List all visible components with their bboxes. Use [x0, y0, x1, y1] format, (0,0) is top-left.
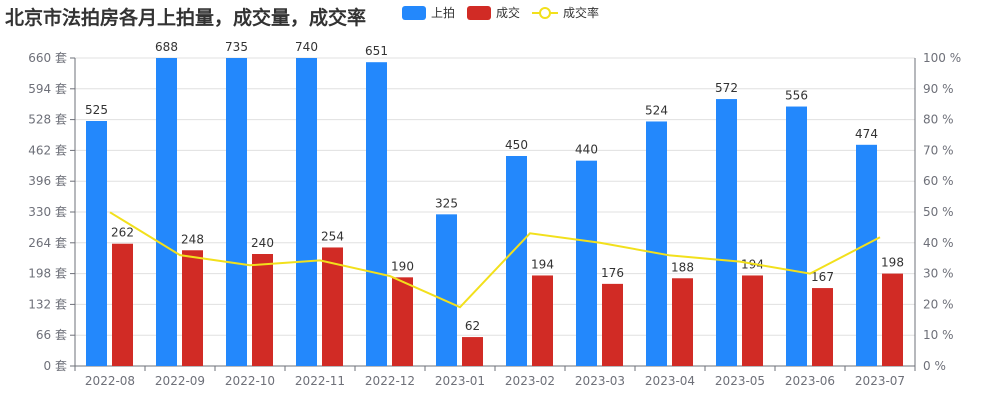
x-tick-label: 2023-07 [855, 374, 905, 388]
bar-data-label: 735 [225, 40, 248, 54]
bar-data-label: 176 [601, 266, 624, 280]
x-tick-label: 2023-05 [715, 374, 765, 388]
x-tick-label: 2023-02 [505, 374, 555, 388]
bar-data-label: 740 [295, 40, 318, 54]
bar-sold [812, 288, 833, 366]
bar-sold [112, 243, 133, 366]
bar-listed [786, 106, 807, 366]
bar-data-label: 440 [575, 143, 598, 157]
bar-sold [182, 250, 203, 366]
bar-data-label: 572 [715, 81, 738, 95]
y-right-tick-label: 70 % [923, 143, 954, 157]
bar-data-label: 262 [111, 226, 134, 240]
x-tick-label: 2022-10 [225, 374, 275, 388]
y-left-tick-label: 264 套 [28, 236, 67, 250]
legend-label: 成交率 [563, 6, 600, 20]
bar-sold [882, 273, 903, 366]
bar-listed [716, 99, 737, 366]
legend-swatch-red [467, 5, 492, 20]
x-tick-label: 2023-04 [645, 374, 695, 388]
y-right-tick-label: 20 % [923, 297, 954, 311]
bar-listed [366, 62, 387, 366]
y-right-tick-label: 30 % [923, 267, 954, 281]
y-left-tick-label: 198 套 [28, 267, 67, 281]
bar-data-label: 194 [531, 257, 554, 271]
legend: 上拍 成交 成交率 [402, 4, 611, 21]
bar-listed [506, 156, 527, 366]
bar-sold [462, 337, 483, 366]
bar-listed [646, 121, 667, 366]
bar-data-label: 325 [435, 196, 458, 210]
legend-line-icon [532, 6, 559, 19]
y-right-tick-label: 0 % [923, 359, 946, 373]
bar-sold [322, 247, 343, 366]
bar-listed [856, 144, 877, 366]
y-left-tick-label: 66 套 [36, 328, 67, 342]
bar-listed [226, 58, 247, 366]
legend-label: 上拍 [431, 6, 456, 20]
bar-sold [392, 277, 413, 366]
bar-sold [742, 275, 763, 366]
chart-title: 北京市法拍房各月上拍量，成交量，成交率 [5, 7, 367, 29]
legend-item-listed[interactable]: 上拍 [402, 4, 455, 21]
y-right-tick-label: 100 % [923, 51, 961, 65]
bar-data-label: 188 [671, 260, 694, 274]
y-right-tick-label: 40 % [923, 236, 954, 250]
x-tick-label: 2023-01 [435, 374, 485, 388]
bar-sold [252, 254, 273, 366]
x-tick-label: 2022-08 [85, 374, 135, 388]
bar-data-label: 651 [365, 44, 388, 58]
y-left-tick-label: 396 套 [28, 174, 67, 188]
y-left-tick-label: 132 套 [28, 297, 67, 311]
bar-data-label: 474 [855, 127, 878, 141]
bar-listed [156, 58, 177, 366]
bar-data-label: 254 [321, 229, 344, 243]
bar-data-label: 556 [785, 89, 808, 103]
bar-listed [436, 214, 457, 366]
bar-data-label: 198 [881, 256, 904, 270]
x-tick-label: 2022-12 [365, 374, 415, 388]
legend-label: 成交 [496, 6, 521, 20]
bar-data-label: 190 [391, 259, 414, 273]
y-left-tick-label: 330 套 [28, 205, 67, 219]
legend-swatch-blue [402, 5, 426, 20]
bar-data-label: 248 [181, 232, 204, 246]
y-right-tick-label: 80 % [923, 113, 954, 127]
legend-item-sold[interactable]: 成交 [467, 4, 520, 21]
y-left-tick-label: 594 套 [28, 82, 67, 96]
y-right-tick-label: 90 % [923, 82, 954, 96]
bar-data-label: 525 [85, 103, 108, 117]
y-right-tick-label: 50 % [923, 205, 954, 219]
y-left-tick-label: 0 套 [44, 359, 67, 373]
bar-data-label: 524 [645, 103, 668, 117]
x-tick-label: 2022-11 [295, 374, 345, 388]
bar-listed [86, 121, 107, 366]
bar-data-label: 62 [465, 319, 480, 333]
bar-sold [602, 283, 623, 366]
bar-listed [296, 58, 317, 366]
x-tick-label: 2022-09 [155, 374, 205, 388]
bar-data-label: 240 [251, 236, 274, 250]
legend-item-rate[interactable]: 成交率 [532, 4, 599, 21]
bar-data-label: 167 [811, 270, 834, 284]
bar-sold [532, 275, 553, 366]
bar-listed [576, 160, 597, 366]
y-right-tick-label: 60 % [923, 174, 954, 188]
y-left-tick-label: 462 套 [28, 143, 67, 157]
x-tick-label: 2023-06 [785, 374, 835, 388]
bar-data-label: 688 [155, 40, 178, 54]
bar-data-label: 450 [505, 138, 528, 152]
y-left-tick-label: 528 套 [28, 113, 67, 127]
x-tick-label: 2023-03 [575, 374, 625, 388]
y-right-tick-label: 10 % [923, 328, 954, 342]
bar-sold [672, 278, 693, 366]
rate-line [109, 211, 881, 309]
y-left-tick-label: 660 套 [28, 51, 67, 65]
